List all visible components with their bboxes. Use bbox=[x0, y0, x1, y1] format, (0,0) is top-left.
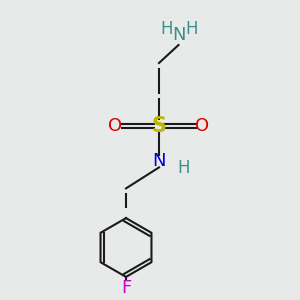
Text: N: N bbox=[152, 152, 166, 170]
Text: O: O bbox=[108, 117, 123, 135]
Text: H: H bbox=[185, 20, 198, 38]
Text: N: N bbox=[172, 26, 185, 44]
Text: H: H bbox=[160, 20, 173, 38]
Text: S: S bbox=[152, 116, 166, 136]
Text: H: H bbox=[177, 159, 190, 177]
Text: F: F bbox=[121, 279, 131, 297]
Text: O: O bbox=[195, 117, 210, 135]
